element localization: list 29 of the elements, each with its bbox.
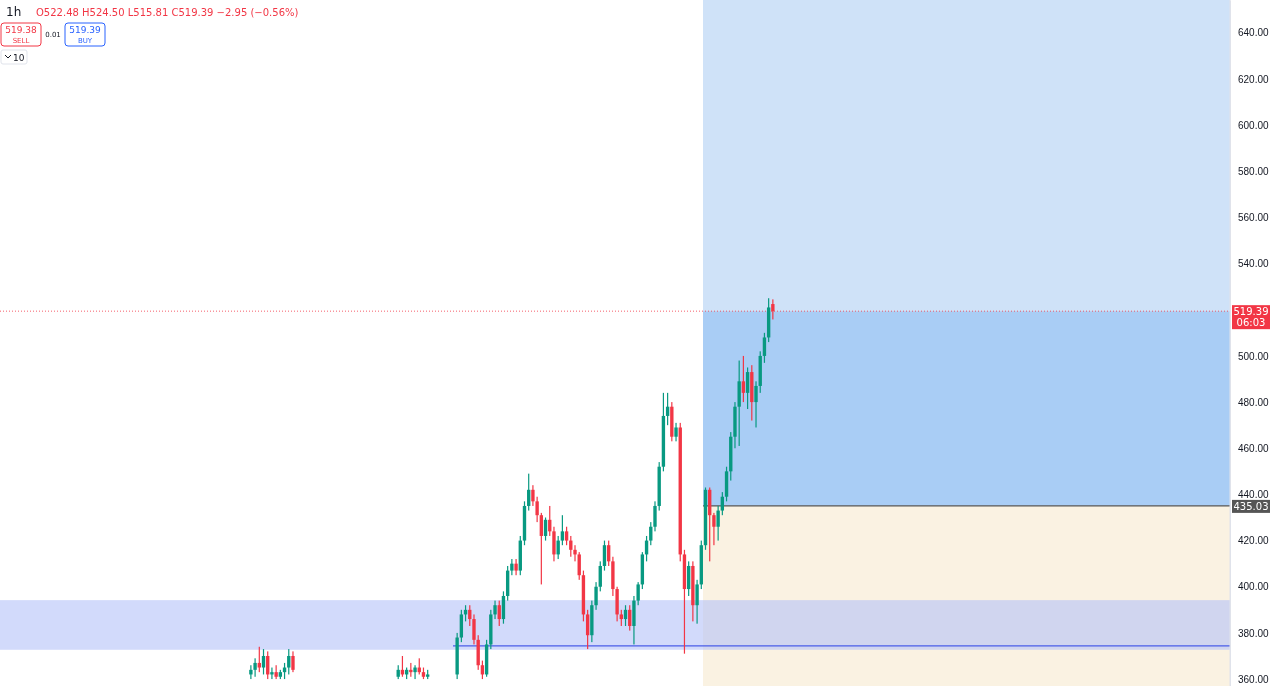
y-tick-label: 580.00	[1238, 165, 1270, 177]
y-tick-label: 440.00	[1238, 489, 1270, 501]
candlestick	[270, 667, 274, 680]
y-tick-label: 620.00	[1238, 73, 1270, 85]
chart-title: 1h	[6, 5, 22, 19]
y-tick-label: 480.00	[1238, 396, 1270, 408]
annotation: 519.39	[69, 25, 102, 35]
y-tick-label: 380.00	[1238, 627, 1270, 639]
y-tick-label: 460.00	[1238, 442, 1270, 454]
ref-line-label: 519.39	[1233, 306, 1269, 318]
candlestick	[413, 665, 417, 680]
y-tick-label: 420.00	[1238, 535, 1270, 547]
y-tick-label: 600.00	[1238, 119, 1270, 131]
candlestick	[712, 512, 716, 546]
candlestick	[253, 658, 257, 677]
y-tick-label: 400.00	[1238, 581, 1270, 593]
y-tick-label: 500.00	[1238, 350, 1270, 362]
y-tick-label: 640.00	[1238, 27, 1270, 39]
y-tick-label: 540.00	[1238, 258, 1270, 270]
text: 06:03	[1236, 317, 1266, 329]
ref-line-label: 435.03	[1233, 500, 1269, 512]
candlestick	[754, 381, 758, 428]
y-tick-label: 360.00	[1238, 673, 1270, 685]
y-tick-label: 560.00	[1238, 212, 1270, 224]
candlestick	[514, 559, 518, 576]
text: O522.48 H524.50 L515.81 C519.39 −2.95 (−0.56%)	[36, 7, 299, 18]
annotation: 519.38	[5, 25, 38, 35]
annotation: 10	[13, 53, 25, 63]
candlestick	[573, 545, 577, 562]
